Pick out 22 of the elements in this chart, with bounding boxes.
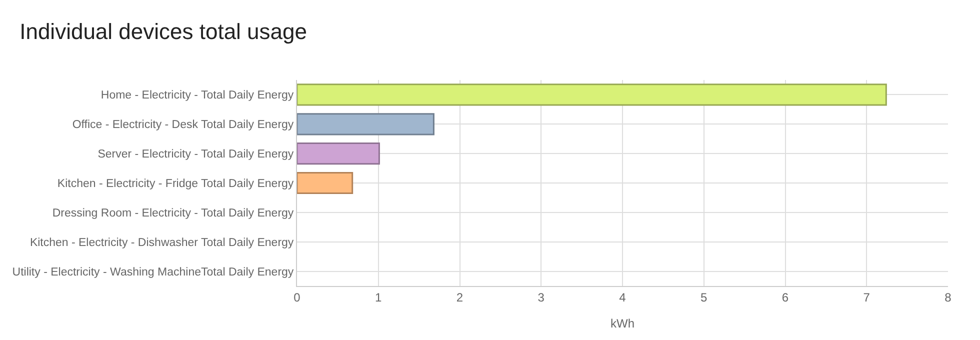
bar — [297, 172, 354, 194]
bar — [297, 84, 887, 106]
bar — [297, 113, 434, 136]
x-tick-label: 2 — [456, 290, 464, 304]
y-tick-label: Office - Electricity - Desk Total Daily Energy — [72, 119, 294, 132]
x-tick-label: 8 — [944, 290, 952, 304]
x-tick-label: 0 — [294, 290, 301, 304]
x-tick-label: 1 — [375, 290, 382, 304]
y-tick-label: Kitchen - Electricity - Dishwasher Total Daily Energy — [30, 236, 294, 249]
x-tick-label: 6 — [782, 290, 789, 304]
x-tick-label: 5 — [700, 290, 708, 304]
bar — [297, 142, 380, 165]
x-tick-label: 7 — [863, 290, 870, 304]
y-tick-label: Utility - Electricity - Washing MachineTotal Daily Energy — [12, 266, 294, 278]
x-tick-label: 4 — [619, 290, 626, 304]
x-axis-title: kWh — [610, 316, 634, 330]
x-tick-label: 3 — [538, 290, 545, 304]
y-tick-label: Dressing Room - Electricity - Total Daily Energy — [52, 207, 294, 220]
y-tick-label: Home - Electricity - Total Daily Energy — [100, 90, 294, 102]
y-tick-label: Server - Electricity - Total Daily Energy — [98, 148, 294, 161]
y-tick-label: Kitchen - Electricity - Fridge Total Daily Energy — [57, 178, 294, 190]
chart-title: Individual devices total usage — [20, 19, 308, 44]
